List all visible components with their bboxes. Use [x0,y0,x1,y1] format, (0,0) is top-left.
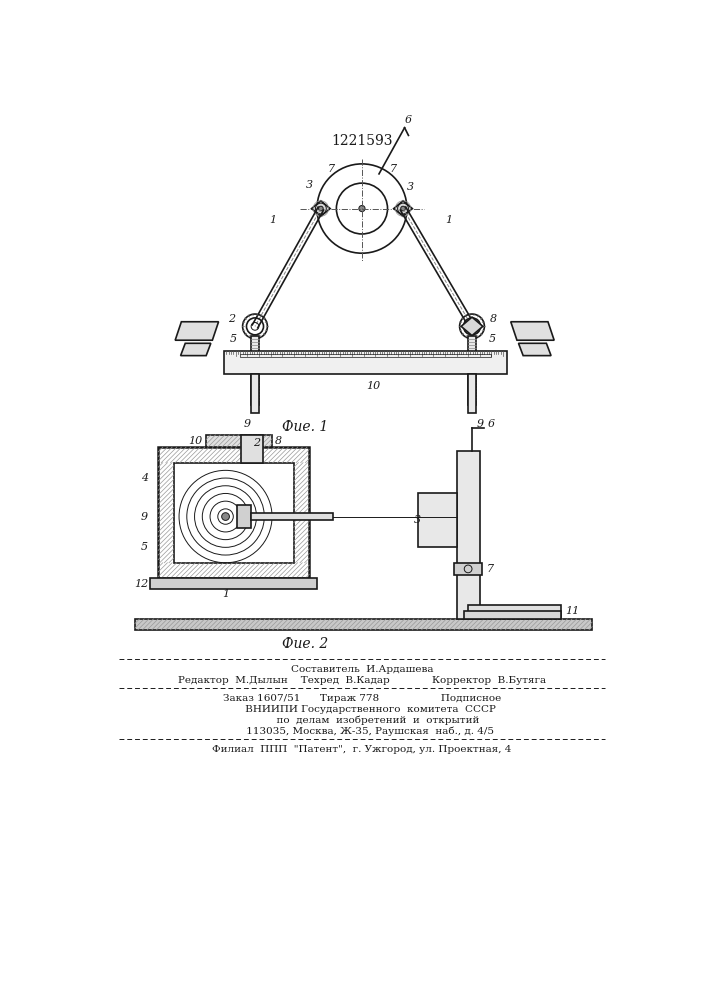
Circle shape [319,206,323,211]
Bar [457,451,480,619]
Polygon shape [180,343,211,356]
Bar [174,463,293,563]
Bar [468,605,561,617]
Text: 8: 8 [275,436,282,446]
Text: Редактор  М.Дылын    Техред  В.Кадар             Корректор  В.Бутяга: Редактор М.Дылын Техред В.Кадар Корректо… [178,676,546,685]
Polygon shape [510,322,554,340]
Text: 1: 1 [222,589,229,599]
Bar [151,578,317,589]
Text: 3: 3 [414,515,421,525]
Bar [158,447,309,578]
Text: 9: 9 [141,512,148,522]
Text: 6: 6 [488,419,495,429]
Text: 4: 4 [141,473,148,483]
Text: 1: 1 [269,215,276,225]
Bar [468,336,476,405]
Text: 5: 5 [489,334,496,344]
Text: 6: 6 [405,115,412,125]
Text: 1221593: 1221593 [331,134,392,148]
Text: 3: 3 [407,182,414,192]
Text: Фие. 1: Фие. 1 [282,420,329,434]
Polygon shape [394,201,412,216]
Text: 3: 3 [305,180,312,190]
Bar [240,354,491,357]
Bar [206,435,272,447]
Polygon shape [175,322,218,340]
Polygon shape [518,343,551,356]
Text: 5: 5 [230,334,237,344]
Text: 12: 12 [134,579,148,589]
Text: Фие. 2: Фие. 2 [282,637,329,651]
Circle shape [401,206,405,211]
Bar [135,619,592,630]
Circle shape [222,513,230,520]
Bar [241,435,263,463]
Bar [251,513,332,520]
Text: 1: 1 [445,215,452,225]
Text: 11: 11 [565,606,579,616]
Bar [251,374,259,413]
Text: 2: 2 [228,314,235,324]
Bar [468,374,476,413]
Text: 2: 2 [253,438,260,448]
Text: 7: 7 [486,564,493,574]
Text: 113035, Москва, Ж-35, Раушская  наб., д. 4/5: 113035, Москва, Ж-35, Раушская наб., д. … [230,727,494,736]
Text: 8: 8 [490,314,497,324]
Text: 7: 7 [327,164,334,174]
Text: Составитель  И.Ардашева: Составитель И.Ардашева [291,665,433,674]
Bar [237,505,251,528]
Polygon shape [312,201,330,216]
Text: Заказ 1607/51      Тираж 778                   Подписное: Заказ 1607/51 Тираж 778 Подписное [223,694,501,703]
Text: 10: 10 [188,436,202,446]
Bar [464,611,561,619]
Text: 9: 9 [477,419,484,429]
Text: 5: 5 [141,542,148,552]
Bar [251,336,259,405]
Text: ВНИИПИ Государственного  комитета  СССР: ВНИИПИ Государственного комитета СССР [228,705,496,714]
Text: 10: 10 [366,381,380,391]
Text: Филиал  ППП  "Патент",  г. Ужгород, ул. Проектная, 4: Филиал ППП "Патент", г. Ужгород, ул. Про… [212,745,512,754]
Text: 9: 9 [244,419,251,429]
Bar [418,493,457,547]
Bar [224,351,507,374]
Bar [454,563,482,575]
Circle shape [359,205,365,212]
Text: 7: 7 [390,164,397,174]
Text: по  делам  изобретений  и  открытий: по делам изобретений и открытий [244,716,479,725]
Polygon shape [461,317,483,336]
